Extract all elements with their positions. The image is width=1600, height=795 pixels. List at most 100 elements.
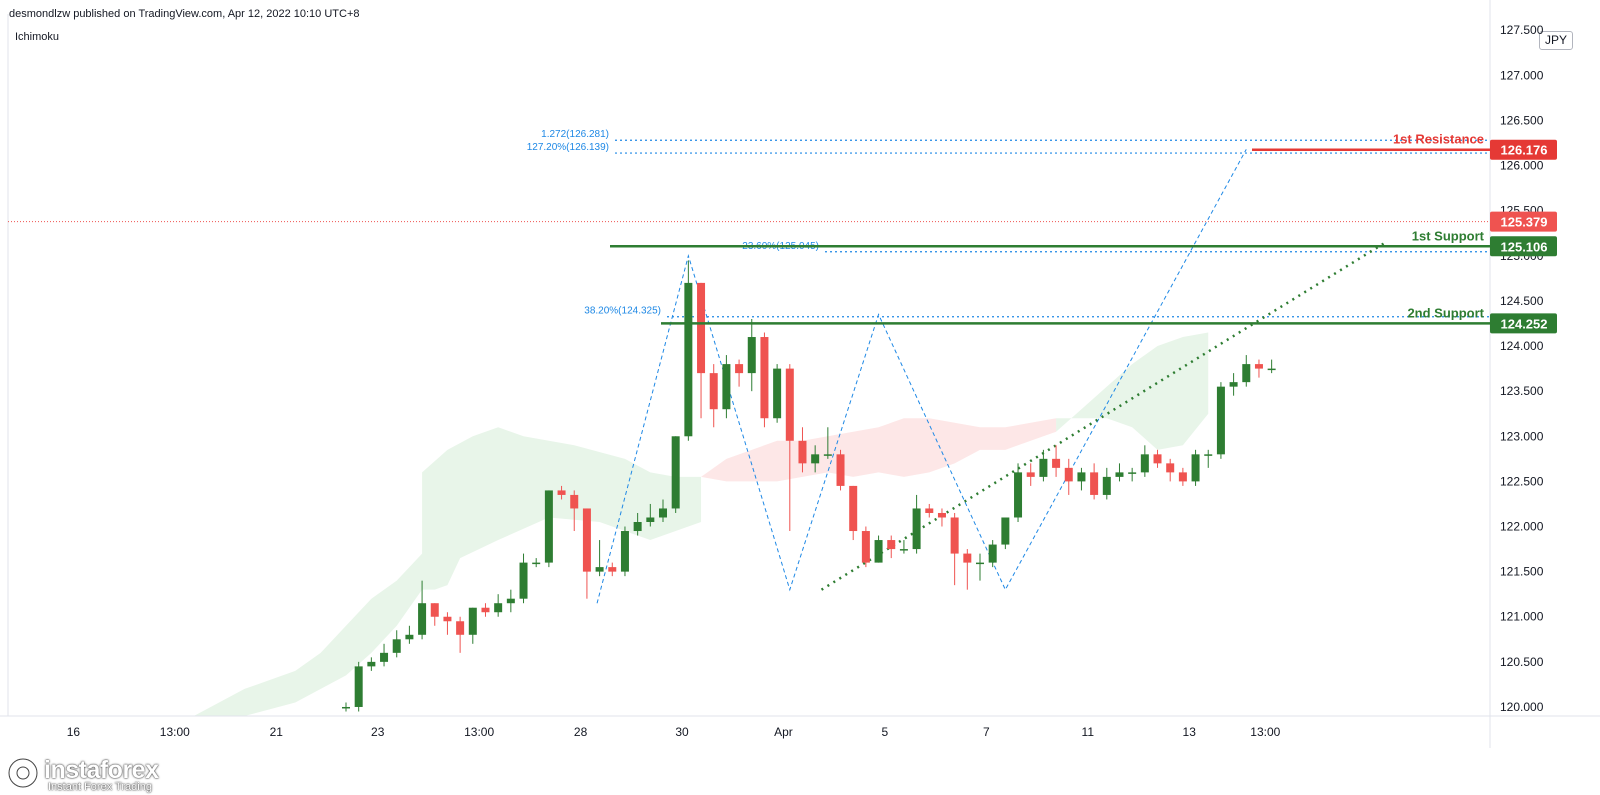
candle-body <box>532 562 541 565</box>
candle-body <box>950 517 959 554</box>
candle-body <box>443 616 452 622</box>
y-tick-label: 127.500 <box>1500 23 1544 37</box>
candle-body <box>773 368 782 419</box>
x-tick-label: 7 <box>983 725 990 739</box>
y-tick-label: 122.500 <box>1500 474 1544 488</box>
level-label: 1st Resistance <box>1393 132 1484 147</box>
candle-body <box>874 540 883 563</box>
candle-body <box>659 508 667 518</box>
price-tag-bg <box>1490 236 1557 257</box>
candle-body <box>608 567 617 572</box>
candle-body <box>468 607 477 635</box>
candle-body <box>963 553 972 563</box>
y-tick-label: 124.500 <box>1500 294 1544 308</box>
candle-body <box>1064 467 1073 482</box>
candle-body <box>354 666 363 707</box>
candle-body <box>709 373 718 410</box>
price-tag-bg <box>1490 313 1557 334</box>
candle-body <box>481 607 490 613</box>
ichimoku-cloud-bullish-future <box>1056 332 1209 450</box>
y-tick-label: 124.000 <box>1500 339 1544 353</box>
y-tick-label: 120.000 <box>1500 700 1544 714</box>
x-tick-label: 11 <box>1082 725 1095 739</box>
y-tick-label: 123.000 <box>1500 429 1544 443</box>
candle-body <box>1267 368 1276 371</box>
candle-body <box>798 440 807 464</box>
x-tick-label: 21 <box>270 725 284 739</box>
x-tick-label: 5 <box>882 725 889 739</box>
candle-body <box>405 634 414 640</box>
candle-body <box>595 567 604 572</box>
candle-body <box>1140 454 1149 473</box>
candle-body <box>1102 476 1111 495</box>
price-tag-label: 124.252 <box>1501 316 1548 331</box>
candle-body <box>671 436 680 509</box>
candle-body <box>1204 454 1213 456</box>
x-tick-label: 13:00 <box>464 725 494 739</box>
x-tick-label: 30 <box>675 725 689 739</box>
x-tick-label: 13:00 <box>160 725 190 739</box>
candle-body <box>811 454 820 464</box>
candle-body <box>1153 454 1162 464</box>
x-tick-label: 23 <box>371 725 385 739</box>
x-tick-label: 16 <box>67 725 81 739</box>
candle-body <box>1014 472 1023 518</box>
candle-body <box>836 454 845 486</box>
price-tag-label: 126.176 <box>1501 143 1548 158</box>
y-tick-label: 126.500 <box>1500 113 1544 127</box>
ichimoku-cloud-bearish <box>701 418 1057 482</box>
candle-body <box>456 621 465 635</box>
x-tick-label: 28 <box>574 725 588 739</box>
candle-body <box>367 661 376 667</box>
level-label: 2nd Support <box>1407 305 1484 320</box>
publish-info: desmondlzw published on TradingView.com,… <box>9 8 360 20</box>
candle-body <box>861 531 870 563</box>
price-tag-label: 125.106 <box>1501 239 1548 254</box>
candle-body <box>1191 454 1200 482</box>
candle-body <box>570 494 579 509</box>
candle-body <box>1166 463 1175 473</box>
last-price-tag-label: 125.379 <box>1501 215 1548 230</box>
candle-body <box>620 531 629 572</box>
x-tick-label: 13 <box>1183 725 1197 739</box>
candle-body <box>342 706 350 709</box>
candle-body <box>722 364 731 410</box>
candle-body <box>418 603 427 635</box>
candle-body <box>925 508 934 513</box>
candle-body <box>1216 386 1225 455</box>
fib-level-label: 38.20%(124.325) <box>584 306 661 317</box>
candle-body <box>899 549 908 551</box>
candle-body <box>735 364 744 374</box>
fib-level-label: 1.272(126.281) <box>541 129 609 140</box>
candle-body <box>697 282 706 374</box>
candle-body <box>760 337 769 419</box>
candle-body <box>1052 458 1061 468</box>
watermark-brand: instaforex <box>44 756 159 784</box>
y-tick-label: 123.500 <box>1500 384 1544 398</box>
candle-body <box>1001 517 1010 545</box>
x-tick-label: Apr <box>774 725 793 739</box>
watermark-tagline: Instant Forex Trading <box>48 781 152 793</box>
y-tick-label: 121.000 <box>1500 610 1544 624</box>
y-tick-label: 126.000 <box>1500 159 1544 173</box>
candle-body <box>1254 364 1263 369</box>
last-price-tag-bg <box>1490 211 1557 232</box>
candle-body <box>519 562 528 599</box>
support-trendline <box>820 241 1387 591</box>
candle-body <box>430 603 439 617</box>
candle-body <box>494 603 503 613</box>
x-tick-label: 13:00 <box>1250 725 1280 739</box>
candle-body <box>1039 458 1048 477</box>
level-label: 1st Support <box>1412 228 1485 243</box>
currency-badge[interactable]: JPY <box>1539 31 1573 50</box>
candle-body <box>976 562 984 565</box>
candle-body <box>747 337 756 374</box>
instaforex-watermark: instaforex Instant Forex Trading <box>2 752 192 794</box>
candle-body <box>684 282 693 437</box>
candle-body <box>544 490 553 563</box>
indicator-label-ichimoku[interactable]: Ichimoku <box>15 31 60 43</box>
candle-body <box>849 485 858 532</box>
y-tick-label: 127.000 <box>1500 68 1544 82</box>
instaforex-logo-icon <box>6 756 40 790</box>
